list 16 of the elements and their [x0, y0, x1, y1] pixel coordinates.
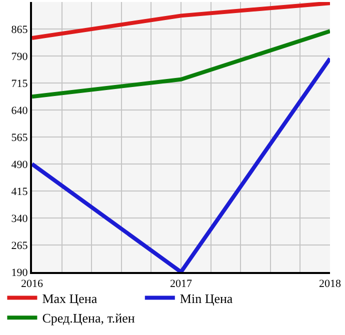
- y-tick-label: 265: [11, 240, 28, 252]
- y-tick-label: 790: [11, 50, 28, 63]
- y-tick-label: 340: [11, 212, 28, 225]
- y-tick-label: 715: [11, 78, 28, 90]
- y-tick-label: 865: [11, 24, 28, 36]
- legend-label: Max Цена: [42, 290, 98, 306]
- y-tick-label: 490: [11, 158, 28, 171]
- x-tick-label: 2018: [319, 278, 342, 290]
- legend-label: Min Цена: [180, 290, 233, 306]
- y-tick-label: 190: [11, 266, 28, 279]
- y-tick-label: 415: [11, 186, 28, 198]
- y-tick-label: 640: [11, 104, 28, 117]
- x-tick-label: 2017: [170, 278, 192, 290]
- legend-label: Сред.Цена, т.йен: [42, 310, 135, 326]
- y-tick-label: 565: [11, 132, 28, 144]
- x-tick-label: 2016: [21, 278, 44, 290]
